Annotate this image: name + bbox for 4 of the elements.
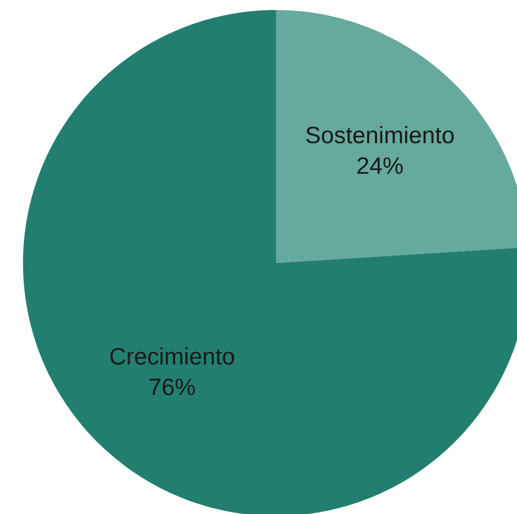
data-label: 24% (357, 157, 403, 174)
data-label: 76% (150, 378, 195, 396)
slice-label: Sostenimiento (306, 126, 454, 144)
slice-label: Crecimiento (110, 347, 234, 365)
